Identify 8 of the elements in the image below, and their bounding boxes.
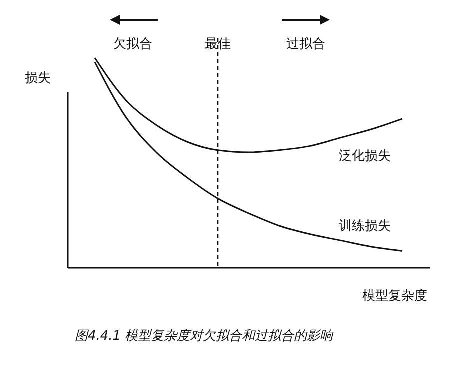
text: 最佳 xyxy=(205,37,231,52)
text: 欠拟合 xyxy=(114,37,152,52)
x-axis-title: 模型复杂度 xyxy=(362,288,428,304)
y-axis-title: 损失 xyxy=(25,71,51,86)
text: 过拟合 xyxy=(286,37,326,52)
series-label: 泛化损失 xyxy=(339,149,391,164)
series-label: 训练损失 xyxy=(339,219,391,234)
caption: 图4.4.1 模型复杂度对欠拟合和过拟合的影响 xyxy=(75,328,334,344)
